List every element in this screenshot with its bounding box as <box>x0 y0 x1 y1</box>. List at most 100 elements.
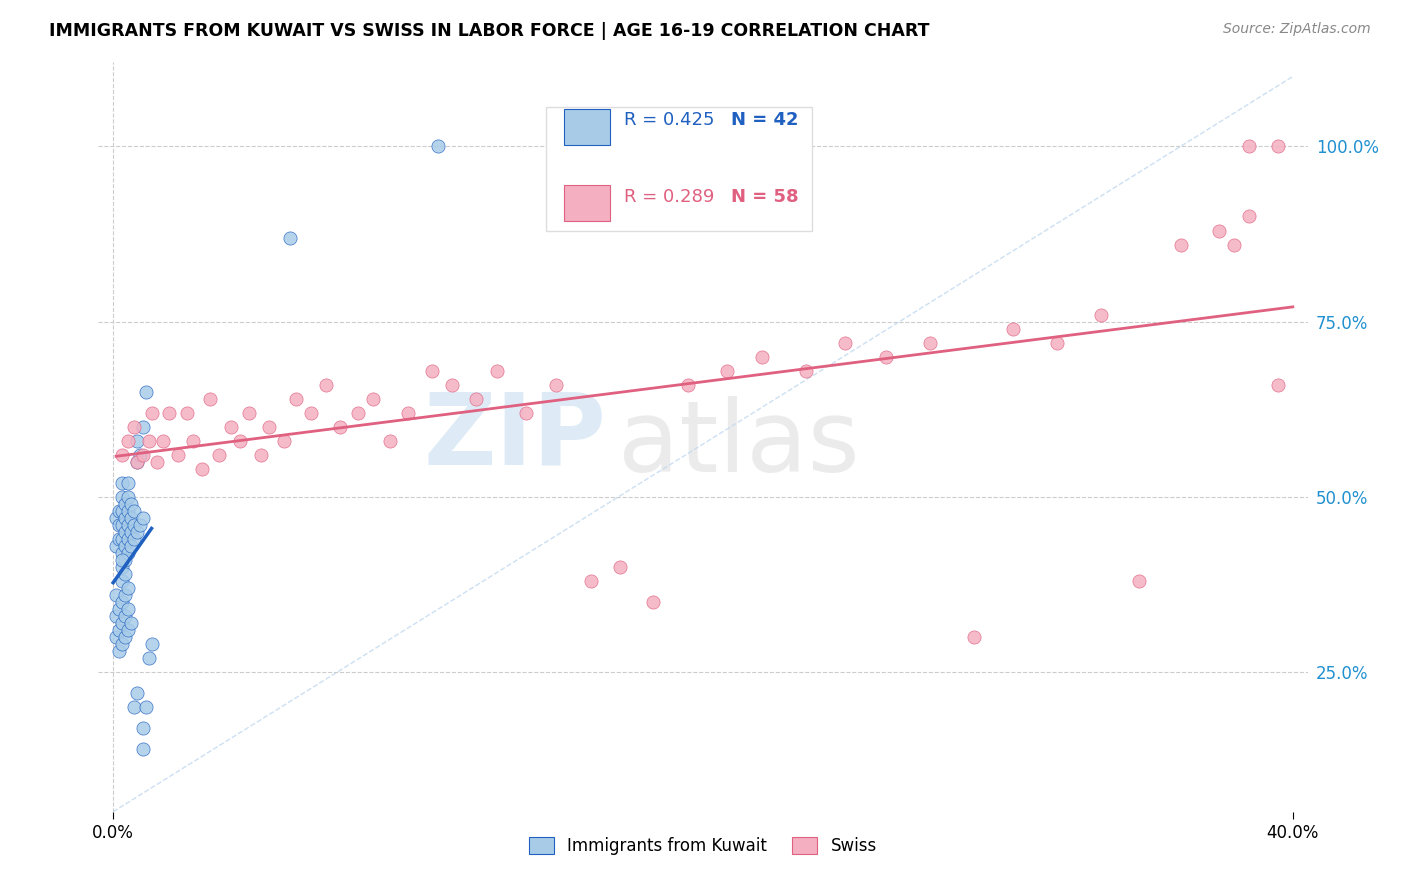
Point <box>108 503 131 517</box>
Point <box>128 448 150 462</box>
Point <box>716 363 738 377</box>
Point <box>396 406 419 420</box>
Point <box>834 335 856 350</box>
Text: R = 0.289: R = 0.289 <box>624 187 714 205</box>
Point <box>1046 335 1069 350</box>
Point <box>114 497 136 511</box>
Point <box>117 475 139 490</box>
Point <box>105 608 128 623</box>
Point <box>238 406 260 420</box>
Point <box>105 588 128 602</box>
Point <box>117 517 139 532</box>
Point <box>315 377 337 392</box>
Point <box>464 392 486 406</box>
Point <box>117 434 139 448</box>
Point <box>108 517 131 532</box>
Point <box>1208 223 1230 237</box>
Point <box>105 510 128 524</box>
Point <box>176 406 198 420</box>
Point <box>1090 308 1112 322</box>
Point <box>122 699 145 714</box>
Point <box>135 699 157 714</box>
Text: Source: ZipAtlas.com: Source: ZipAtlas.com <box>1223 22 1371 37</box>
Point <box>678 377 700 392</box>
Point <box>1267 377 1289 392</box>
Point <box>114 630 136 644</box>
Point <box>273 434 295 448</box>
Point <box>125 686 148 700</box>
FancyBboxPatch shape <box>564 186 610 221</box>
Point <box>420 363 443 377</box>
Point <box>111 637 134 651</box>
Point <box>181 434 204 448</box>
Text: IMMIGRANTS FROM KUWAIT VS SWISS IN LABOR FORCE | AGE 16-19 CORRELATION CHART: IMMIGRANTS FROM KUWAIT VS SWISS IN LABOR… <box>49 22 929 40</box>
Point <box>441 377 464 392</box>
Point <box>131 510 153 524</box>
Point <box>167 448 190 462</box>
Point <box>380 434 402 448</box>
Point <box>426 139 449 153</box>
Point <box>128 517 150 532</box>
Point <box>114 588 136 602</box>
Point <box>105 539 128 553</box>
Point <box>111 574 134 588</box>
Point <box>111 546 134 560</box>
Text: atlas: atlas <box>619 396 860 493</box>
Point <box>120 510 142 524</box>
Point <box>111 475 134 490</box>
Point <box>114 524 136 539</box>
Point <box>125 454 148 468</box>
Point <box>122 517 145 532</box>
Point <box>117 601 139 615</box>
Point <box>963 630 986 644</box>
Point <box>1128 574 1150 588</box>
Point <box>579 574 602 588</box>
Point <box>105 630 128 644</box>
Point <box>609 559 631 574</box>
Point <box>111 517 134 532</box>
Point <box>131 721 153 735</box>
Point <box>259 419 281 434</box>
Point <box>108 643 131 657</box>
Point <box>111 559 134 574</box>
Point <box>120 615 142 630</box>
Point <box>114 566 136 581</box>
Point <box>515 406 537 420</box>
Point <box>920 335 942 350</box>
Text: N = 58: N = 58 <box>731 187 799 205</box>
Point <box>117 546 139 560</box>
Point <box>108 532 131 546</box>
FancyBboxPatch shape <box>564 109 610 145</box>
Point <box>1267 139 1289 153</box>
Point <box>1237 139 1260 153</box>
Point <box>125 434 148 448</box>
Point <box>108 601 131 615</box>
Point <box>117 532 139 546</box>
Point <box>111 503 134 517</box>
Point <box>1170 237 1192 252</box>
Point <box>190 461 212 475</box>
Point <box>229 434 252 448</box>
Text: N = 42: N = 42 <box>731 112 799 129</box>
FancyBboxPatch shape <box>546 107 811 231</box>
Point <box>152 434 174 448</box>
Point <box>1001 321 1024 335</box>
Point <box>120 539 142 553</box>
Legend: Immigrants from Kuwait, Swiss: Immigrants from Kuwait, Swiss <box>520 829 886 863</box>
Point <box>111 552 134 566</box>
Point <box>1223 237 1246 252</box>
Point <box>114 552 136 566</box>
Point <box>141 406 163 420</box>
Point <box>278 230 301 244</box>
Point <box>249 448 271 462</box>
Point <box>138 650 160 665</box>
Point <box>131 741 153 756</box>
Point <box>208 448 231 462</box>
Point <box>108 623 131 637</box>
Point <box>114 510 136 524</box>
Point <box>347 406 370 420</box>
Point <box>122 532 145 546</box>
Point <box>135 384 157 399</box>
Point <box>131 419 153 434</box>
Point <box>111 448 134 462</box>
